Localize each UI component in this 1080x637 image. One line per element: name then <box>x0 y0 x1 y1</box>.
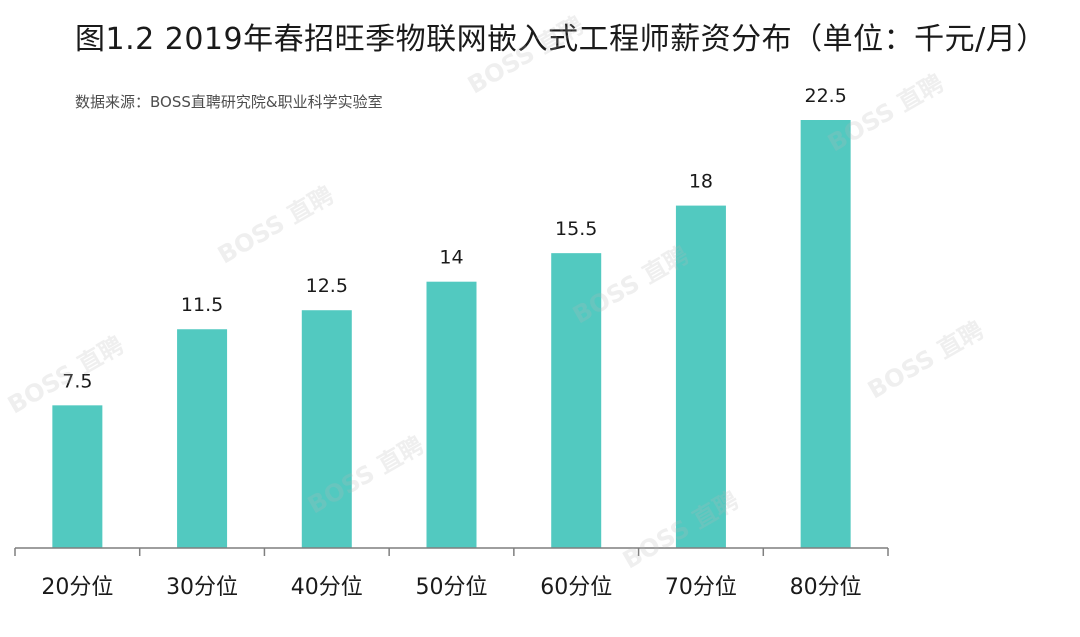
data-label: 11.5 <box>181 294 223 316</box>
bar <box>675 205 726 548</box>
bar <box>426 281 477 548</box>
bar <box>52 405 103 548</box>
bar <box>301 310 352 548</box>
category-label: 20分位 <box>41 575 113 600</box>
chart-title: 图1.2 2019年春招旺季物联网嵌入式工程师薪资分布（单位：千元/月） <box>75 22 1047 57</box>
category-label: 80分位 <box>790 575 862 600</box>
data-label: 18 <box>689 171 713 193</box>
category-label: 60分位 <box>540 575 612 600</box>
category-label: 50分位 <box>416 575 488 600</box>
chart-source: 数据来源：BOSS直聘研究院&职业科学实验室 <box>75 93 383 111</box>
category-label: 70分位 <box>665 575 737 600</box>
bar <box>177 329 228 548</box>
bar <box>551 253 602 548</box>
data-label: 15.5 <box>555 218 597 240</box>
category-label: 40分位 <box>291 575 363 600</box>
data-label: 22.5 <box>804 85 846 107</box>
bar <box>800 120 851 548</box>
data-label: 7.5 <box>62 370 92 392</box>
category-label: 30分位 <box>166 575 238 600</box>
data-label: 12.5 <box>306 275 348 297</box>
data-label: 14 <box>439 247 463 269</box>
